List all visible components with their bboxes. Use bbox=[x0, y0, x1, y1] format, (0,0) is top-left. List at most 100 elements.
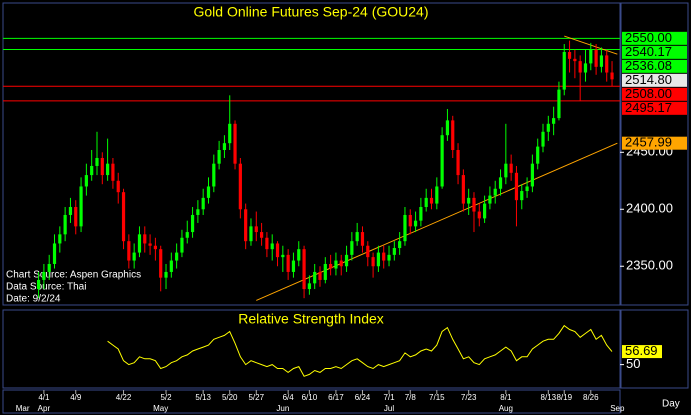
x-tick-label: 6/17 bbox=[328, 393, 344, 402]
main-panel bbox=[2, 2, 621, 306]
candle-body bbox=[52, 243, 57, 264]
candle-body bbox=[201, 197, 205, 210]
candle-body bbox=[398, 241, 402, 249]
rsi-value-box bbox=[622, 345, 662, 359]
candle-body bbox=[583, 63, 588, 73]
x-tick-label: 8/26 bbox=[583, 393, 599, 402]
x-tick-label: 6/24 bbox=[355, 393, 371, 402]
rsi-value-label: 56.69 bbox=[625, 343, 658, 358]
level-label-box bbox=[622, 45, 687, 59]
candle-body bbox=[121, 192, 126, 242]
x-tick-label: 5/2 bbox=[160, 393, 172, 402]
candle-body bbox=[84, 175, 88, 187]
candle-body bbox=[153, 245, 157, 250]
level-label: 2495.17 bbox=[625, 100, 672, 115]
candle-body bbox=[472, 197, 476, 212]
rsi-panel bbox=[2, 309, 621, 389]
rsi-title: Relative Strength Index bbox=[238, 311, 384, 327]
x-tick-label: 7/15 bbox=[429, 393, 445, 402]
candle-body bbox=[100, 157, 104, 176]
candle-body bbox=[594, 49, 598, 67]
candle-body bbox=[514, 172, 519, 201]
candle-body bbox=[541, 131, 545, 147]
candle-body bbox=[222, 143, 227, 151]
x-tick-label: 8/13 bbox=[541, 393, 557, 402]
candle-body bbox=[456, 150, 460, 176]
level-label: 2536.08 bbox=[625, 58, 672, 73]
candle-body bbox=[259, 232, 264, 238]
month-label: Mar bbox=[16, 404, 30, 413]
candle-body bbox=[313, 271, 317, 284]
level-label-box bbox=[622, 136, 687, 150]
level-label: 2514.80 bbox=[625, 72, 672, 87]
month-label: Aug bbox=[499, 404, 513, 413]
x-tick-label: 4/9 bbox=[70, 393, 82, 402]
candle-body bbox=[196, 209, 200, 215]
trendline bbox=[256, 142, 618, 301]
month-label: Apr bbox=[38, 404, 51, 413]
candle-body bbox=[605, 55, 609, 73]
candle-body bbox=[74, 206, 78, 227]
candle-body bbox=[137, 234, 142, 253]
candle-body bbox=[387, 254, 391, 261]
candle-body bbox=[589, 49, 593, 64]
candle-body bbox=[95, 157, 99, 166]
candle-body bbox=[190, 214, 195, 233]
candle-body bbox=[286, 254, 290, 272]
candle-body bbox=[249, 226, 253, 242]
candle-body bbox=[498, 177, 503, 189]
x-tick-label: 5/20 bbox=[222, 393, 238, 402]
candle-body bbox=[275, 243, 280, 258]
candle-body bbox=[233, 123, 237, 164]
chart-title: Gold Online Futures Sep-24 (GOU24) bbox=[194, 4, 429, 20]
candle-body bbox=[106, 163, 110, 176]
candle-body bbox=[451, 120, 455, 151]
date-axis bbox=[2, 389, 621, 414]
candle-body bbox=[371, 257, 375, 267]
candle-body bbox=[573, 58, 577, 62]
candle-body bbox=[323, 263, 327, 280]
price-axis bbox=[620, 2, 689, 306]
candle-body bbox=[238, 163, 242, 210]
candle-body bbox=[557, 89, 561, 119]
candle-body bbox=[355, 232, 359, 242]
candle-body bbox=[413, 220, 418, 227]
candle-body bbox=[42, 271, 46, 280]
candle-body bbox=[63, 214, 67, 235]
candle-body bbox=[175, 252, 179, 261]
candle-body bbox=[302, 249, 306, 290]
x-tick-label: 6/10 bbox=[302, 393, 318, 402]
level-label-box bbox=[622, 59, 687, 73]
candle-body bbox=[307, 283, 311, 290]
candle-body bbox=[265, 237, 269, 250]
x-tick-label: 7/1 bbox=[383, 393, 395, 402]
candle-body bbox=[344, 254, 349, 267]
month-label: Sep bbox=[610, 404, 625, 413]
candle-body bbox=[58, 234, 62, 244]
y-tick-label: 2350.00 bbox=[626, 258, 673, 273]
x-tick-label: 7/8 bbox=[405, 393, 417, 402]
candle-body bbox=[270, 243, 274, 250]
level-label: 2540.17 bbox=[625, 44, 672, 59]
candle-body bbox=[504, 163, 508, 178]
candle-body bbox=[159, 249, 163, 278]
candle-body bbox=[435, 186, 439, 204]
annotation: Date: 9/2/24 bbox=[6, 294, 61, 305]
candle-body bbox=[143, 234, 147, 244]
x-tick-label: 8/1 bbox=[500, 393, 512, 402]
annotation: Chart Source: Aspen Graphics bbox=[6, 270, 141, 281]
rsi-axis bbox=[620, 309, 689, 389]
candle-body bbox=[127, 241, 131, 261]
candle-body bbox=[180, 237, 184, 253]
x-tick-label: 7/23 bbox=[461, 393, 477, 402]
candle-body bbox=[578, 61, 582, 73]
candle-body bbox=[334, 260, 338, 269]
level-label-box bbox=[622, 73, 687, 87]
x-tick-label: 5/27 bbox=[248, 393, 264, 402]
x-axis-label: Day bbox=[662, 399, 680, 410]
level-label: 2550.00 bbox=[625, 30, 672, 45]
candle-body bbox=[520, 191, 524, 201]
y-tick-label: 2400.00 bbox=[626, 201, 673, 216]
candle-body bbox=[477, 211, 481, 219]
